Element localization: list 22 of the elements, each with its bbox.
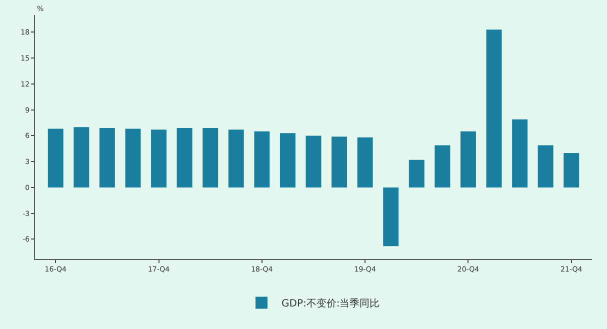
bar — [48, 128, 64, 188]
bar — [176, 128, 192, 188]
bar — [254, 131, 270, 188]
bar — [486, 30, 502, 188]
bar — [151, 130, 167, 188]
bar — [408, 160, 424, 188]
bar — [306, 136, 322, 188]
bar — [538, 145, 554, 188]
bar — [74, 127, 90, 188]
bar — [383, 187, 399, 246]
bar — [460, 131, 476, 188]
bar — [357, 137, 373, 188]
bar — [125, 128, 141, 188]
legend-label: GDP:不变价:当季同比 — [282, 298, 380, 310]
bar — [202, 128, 218, 188]
bar — [512, 119, 528, 188]
bar — [99, 128, 115, 188]
bar — [564, 152, 580, 188]
bar — [434, 145, 450, 188]
bar — [280, 133, 296, 188]
bar — [228, 130, 244, 188]
bar — [332, 136, 348, 188]
